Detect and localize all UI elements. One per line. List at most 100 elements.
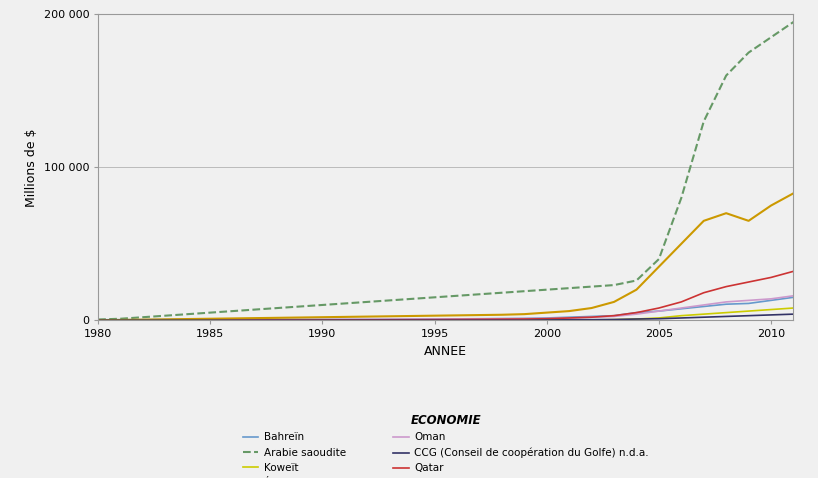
Qatar [205,317,215,323]
Arabie saoudite [676,195,686,201]
Bahreïn [542,315,551,321]
Émirats arabes unis [115,317,125,323]
Koweït [497,317,507,323]
CCG (Conseil de coopération du Golfe) n.d.a. [452,317,462,323]
CCG (Conseil de coopération du Golfe) n.d.a. [340,317,350,323]
Arabie saoudite [452,293,462,299]
Qatar [497,316,507,322]
Oman [631,311,641,317]
Oman [744,297,753,303]
Oman [699,302,708,308]
Koweït [699,311,708,317]
CCG (Conseil de coopération du Golfe) n.d.a. [676,315,686,321]
Qatar [721,284,731,290]
Bahreïn [160,317,170,323]
CCG (Conseil de coopération du Golfe) n.d.a. [429,317,439,323]
Qatar [474,316,484,322]
Émirats arabes unis [497,312,507,317]
Qatar [272,317,282,323]
Line: CCG (Conseil de coopération du Golfe) n.d.a.: CCG (Conseil de coopération du Golfe) n.… [98,314,793,320]
Qatar [183,317,193,323]
CCG (Conseil de coopération du Golfe) n.d.a. [205,317,215,323]
Bahreïn [295,316,305,322]
Arabie saoudite [587,284,596,290]
Line: Oman: Oman [98,296,793,320]
Koweït [160,317,170,323]
Oman [564,315,574,321]
Qatar [564,315,574,321]
Oman [250,317,260,323]
Oman [609,314,619,319]
Bahreïn [631,310,641,315]
Qatar [228,317,238,323]
Émirats arabes unis [160,316,170,322]
Oman [205,317,215,323]
CCG (Conseil de coopération du Golfe) n.d.a. [115,317,125,323]
Koweït [452,317,462,323]
Qatar [766,274,776,280]
Qatar [160,317,170,323]
Émirats arabes unis [452,313,462,318]
Arabie saoudite [631,278,641,283]
Koweït [250,317,260,323]
Bahreïn [609,313,619,318]
Koweït [93,317,103,323]
CCG (Conseil de coopération du Golfe) n.d.a. [250,317,260,323]
Oman [519,315,529,321]
Émirats arabes unis [205,316,215,322]
Oman [789,293,798,299]
Bahreïn [474,316,484,322]
Arabie saoudite [340,301,350,306]
Koweït [183,317,193,323]
Oman [542,315,551,321]
Qatar [384,317,394,323]
Émirats arabes unis [744,218,753,224]
Koweït [609,317,619,323]
Koweït [115,317,125,323]
Émirats arabes unis [384,314,394,319]
CCG (Conseil de coopération du Golfe) n.d.a. [766,312,776,318]
Koweït [474,317,484,323]
Qatar [93,317,103,323]
Legend: Bahreïn, Arabie saoudite, Koweït, Émirats arabes unis, Oman, CCG (Conseil de coo: Bahreïn, Arabie saoudite, Koweït, Émirat… [240,411,652,478]
Bahreïn [519,315,529,321]
CCG (Conseil de coopération du Golfe) n.d.a. [295,317,305,323]
Arabie saoudite [721,73,731,78]
Bahreïn [721,301,731,307]
Koweït [744,308,753,314]
Oman [183,317,193,323]
Émirats arabes unis [766,203,776,208]
Qatar [138,317,148,323]
Qatar [587,315,596,320]
Line: Bahreïn: Bahreïn [98,297,793,320]
CCG (Conseil de coopération du Golfe) n.d.a. [519,317,529,323]
Qatar [631,310,641,315]
Bahreïn [384,316,394,322]
Bahreïn [587,314,596,319]
Bahreïn [429,316,439,322]
Arabie saoudite [93,316,103,322]
Koweït [384,317,394,323]
Arabie saoudite [407,296,417,302]
Bahreïn [115,317,125,323]
Arabie saoudite [250,307,260,313]
Bahreïn [183,316,193,322]
Koweït [721,310,731,315]
Oman [474,316,484,322]
Bahreïn [272,316,282,322]
Koweït [631,316,641,322]
Oman [721,299,731,305]
Koweït [676,313,686,318]
CCG (Conseil de coopération du Golfe) n.d.a. [654,316,663,322]
Arabie saoudite [497,290,507,295]
Qatar [429,317,439,323]
Koweït [564,317,574,323]
CCG (Conseil de coopération du Golfe) n.d.a. [384,317,394,323]
Koweït [766,307,776,313]
Qatar [609,313,619,318]
Koweït [317,317,327,323]
Oman [766,296,776,302]
Émirats arabes unis [699,218,708,224]
Arabie saoudite [138,315,148,320]
Bahreïn [93,317,103,323]
